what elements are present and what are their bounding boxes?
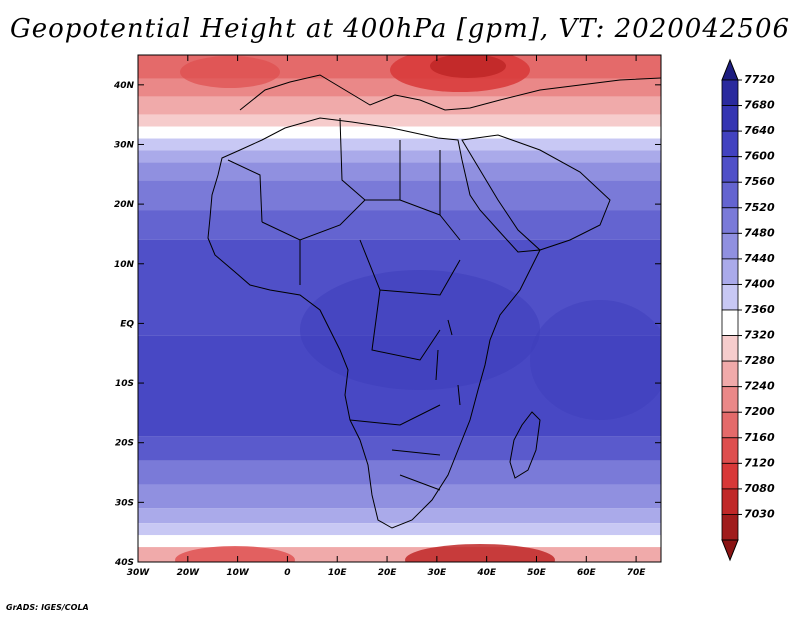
colorbar-swatch: [721, 258, 739, 285]
colorbar-swatch: [721, 437, 739, 464]
coastlines: [207, 74, 661, 529]
border-central-africa: [299, 239, 461, 361]
colorbar-label: 7320: [744, 329, 775, 342]
plot-frame: [137, 54, 662, 563]
low-center-south-indian: [405, 544, 555, 562]
colorbar-label: 7480: [744, 226, 775, 239]
height-band-14: [138, 484, 661, 509]
lat-label: 30N: [114, 140, 135, 150]
colorbar-swatch: [721, 488, 739, 515]
colorbar-label: 7400: [744, 277, 775, 290]
colorbar-swatch: [721, 309, 739, 336]
latitude-axis: 40N 30N 20N 10N EQ 10S 20S 30S 40S: [113, 81, 661, 568]
africa-coastline: [207, 117, 541, 529]
colorbar-swatch: [721, 284, 739, 311]
colorbar-swatch: [721, 411, 739, 439]
lon-label: 50E: [527, 568, 547, 578]
height-band-15: [138, 508, 661, 524]
colorbar-label: 7120: [744, 456, 775, 469]
grads-credit: GrADS: IGES/COLA: [6, 603, 89, 612]
colorbar-label: 7200: [744, 405, 775, 418]
lon-label: 10E: [328, 568, 348, 578]
height-band-13: [138, 460, 661, 485]
lon-label: 60E: [577, 568, 597, 578]
colorbar-label: 7280: [744, 354, 775, 367]
colorbar-label: 7520: [744, 201, 775, 214]
height-band-3: [138, 114, 661, 127]
low-center-anatolia-core: [430, 55, 506, 78]
lon-label: 30W: [127, 568, 151, 578]
lon-label: 20W: [177, 568, 201, 578]
lon-label: 40E: [476, 568, 497, 578]
colorbar-label: 7720: [744, 73, 775, 86]
madagascar-coastline: [509, 411, 541, 479]
colorbar-label: 7160: [744, 431, 775, 444]
lon-label: 20E: [378, 568, 398, 578]
colorbar-label: 7360: [744, 303, 775, 316]
lat-label: 10N: [114, 260, 135, 270]
height-band-16: [138, 523, 661, 536]
colorbar-swatch: [721, 156, 739, 183]
border-sahara-east: [399, 140, 461, 241]
lat-label: 10S: [115, 379, 134, 389]
lat-label: 20S: [115, 439, 134, 449]
europe-coastline: [239, 74, 661, 111]
colorbar-swatch: [721, 360, 739, 388]
high-center-central-africa: [300, 270, 540, 390]
colorbar-label: 7440: [744, 252, 775, 265]
colorbar-label: 7560: [744, 175, 775, 188]
colorbar-swatch: [721, 105, 739, 132]
arabia-coastline: [461, 134, 611, 251]
high-center-indian-ocean: [530, 300, 661, 420]
colorbar-swatch: [721, 181, 739, 209]
height-band-17: [138, 535, 661, 548]
lon-label: 30E: [428, 568, 448, 578]
colorbar-label: 7600: [744, 150, 775, 163]
border-sahara-west: [227, 117, 400, 241]
lat-label: 40N: [113, 81, 135, 91]
colorbar-swatch: [721, 386, 739, 413]
low-center-iberia: [180, 56, 280, 88]
colorbar-swatch: [721, 79, 739, 106]
low-center-south-atlantic: [175, 546, 295, 562]
colorbar-max-arrow: [721, 58, 739, 81]
colorbar-label: 7680: [744, 99, 775, 112]
colorbar-label: 7240: [744, 380, 775, 393]
colorbar-swatch: [721, 130, 739, 158]
colorbar-min-arrow: [721, 539, 739, 562]
lat-label: EQ: [120, 319, 134, 329]
lon-label: 70E: [627, 568, 647, 578]
colorbar-swatch: [721, 335, 739, 362]
colorbar-label: 7030: [744, 507, 775, 520]
colorbar-swatch: [721, 462, 739, 490]
colorbar-label: 7640: [744, 124, 775, 137]
colorbar-label: 7080: [744, 482, 775, 495]
map-title: Geopotential Height at 400hPa [gpm], VT:…: [9, 14, 791, 44]
longitude-axis: 30W 20W 10W 0 10E 20E 30E 40E 50E 60E 70E: [127, 55, 647, 578]
height-band-4: [138, 126, 661, 139]
colorbar-swatch: [721, 207, 739, 234]
height-band-12: [138, 436, 661, 461]
height-field-features: [175, 55, 661, 562]
lat-label: 30S: [115, 498, 134, 508]
lat-label: 20N: [114, 200, 135, 210]
colorbar-swatch: [721, 514, 739, 541]
height-band-9: [138, 210, 661, 240]
lon-label: 10W: [226, 568, 250, 578]
colorbar: 7720 7680 7640 7600 7560 7520 7480 7440 7400 7360…: [721, 58, 775, 562]
border-southern-africa: [349, 404, 441, 491]
lakes-east-africa: [435, 319, 461, 406]
height-band-2: [138, 96, 661, 115]
lon-label: 0: [284, 568, 290, 578]
lat-label: 40S: [114, 558, 134, 568]
colorbar-swatch: [721, 232, 739, 260]
